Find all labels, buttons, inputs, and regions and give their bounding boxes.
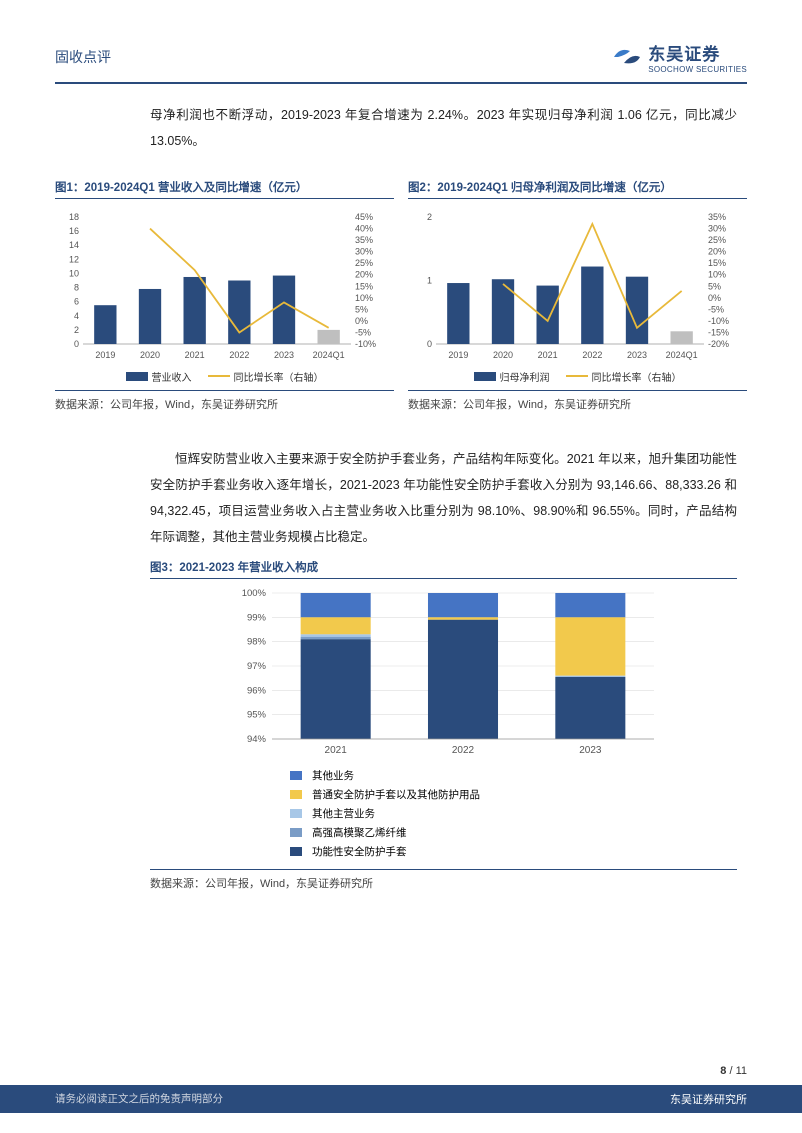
svg-text:25%: 25% (355, 258, 373, 268)
svg-text:20%: 20% (708, 246, 726, 256)
page-number: 8 / 11 (0, 1065, 802, 1077)
svg-text:15%: 15% (708, 258, 726, 268)
svg-text:2023: 2023 (579, 745, 602, 756)
svg-text:99%: 99% (246, 612, 266, 623)
svg-text:-5%: -5% (708, 304, 724, 314)
svg-text:2021: 2021 (185, 350, 205, 360)
svg-text:0%: 0% (708, 292, 721, 302)
svg-text:2021: 2021 (324, 745, 347, 756)
svg-text:10%: 10% (355, 292, 373, 302)
svg-text:15%: 15% (355, 281, 373, 291)
svg-text:95%: 95% (246, 709, 266, 720)
chart3-legend-item: 其他主营业务 (290, 806, 375, 821)
chart2-legend-bar: 归母净利润 (500, 369, 550, 384)
svg-text:30%: 30% (355, 246, 373, 256)
svg-text:1: 1 (427, 275, 432, 285)
svg-text:2022: 2022 (229, 350, 249, 360)
svg-text:45%: 45% (355, 212, 373, 222)
svg-text:25%: 25% (708, 235, 726, 245)
svg-text:0%: 0% (355, 315, 368, 325)
svg-text:40%: 40% (355, 223, 373, 233)
section-title: 固收点评 (55, 47, 111, 67)
svg-text:97%: 97% (246, 661, 266, 672)
chart3-plot: 94% 95% 96% 97% 98% 99% 100% 2021 2022 2023 (150, 587, 737, 762)
brand-name-cn: 东吴证券 (648, 40, 747, 65)
svg-text:14: 14 (69, 240, 79, 250)
chart2-plot: 0 1 2 -20% -15% -10%-5% 0%5% 10%15% 20%25% 30%35%… (408, 207, 747, 367)
svg-text:100%: 100% (241, 588, 266, 599)
svg-text:8: 8 (74, 282, 79, 292)
chart3-legend-item: 功能性安全防护手套 (290, 844, 407, 859)
chart3-legend-item: 其他业务 (290, 768, 354, 783)
svg-text:20%: 20% (355, 269, 373, 279)
svg-text:35%: 35% (708, 212, 726, 222)
chart3-legend-item: 普通安全防护手套以及其他防护用品 (290, 787, 480, 802)
svg-text:2024Q1: 2024Q1 (313, 350, 345, 360)
svg-text:5%: 5% (708, 281, 721, 291)
chart2-legend-line: 同比增长率（右轴） (592, 369, 682, 384)
svg-text:2020: 2020 (140, 350, 160, 360)
svg-text:2020: 2020 (493, 350, 513, 360)
svg-text:-10%: -10% (355, 339, 376, 349)
svg-text:2021: 2021 (538, 350, 558, 360)
charts-row-1: 图1：2019-2024Q1 营业收入及同比增速（亿元） 02468101214… (55, 179, 747, 412)
chart3-legend-item: 高强高模聚乙烯纤维 (290, 825, 407, 840)
chart2-source: 数据来源：公司年报，Wind，东吴证券研究所 (408, 396, 747, 412)
svg-text:0: 0 (74, 339, 79, 349)
svg-text:98%: 98% (246, 636, 266, 647)
svg-text:2: 2 (427, 212, 432, 222)
svg-text:2022: 2022 (451, 745, 474, 756)
chart1-source: 数据来源：公司年报，Wind，东吴证券研究所 (55, 396, 394, 412)
svg-text:10%: 10% (708, 269, 726, 279)
chart1-legend-bar: 营业收入 (152, 369, 192, 384)
svg-text:6: 6 (74, 296, 79, 306)
svg-text:35%: 35% (355, 235, 373, 245)
chart1-legend-line: 同比增长率（右轴） (234, 369, 324, 384)
svg-text:2022: 2022 (582, 350, 602, 360)
svg-text:2019: 2019 (448, 350, 468, 360)
svg-text:16: 16 (69, 226, 79, 236)
chart2-title: 图2：2019-2024Q1 归母净利润及同比增速（亿元） (408, 179, 747, 199)
svg-text:30%: 30% (708, 223, 726, 233)
svg-text:2024Q1: 2024Q1 (666, 350, 698, 360)
page-footer: 8 / 11 请务必阅读正文之后的免责声明部分 东吴证券研究所 (0, 1065, 802, 1133)
svg-text:2023: 2023 (274, 350, 294, 360)
svg-text:4: 4 (74, 310, 79, 320)
svg-text:96%: 96% (246, 685, 266, 696)
chart1-title: 图1：2019-2024Q1 营业收入及同比增速（亿元） (55, 179, 394, 199)
mid-paragraph: 恒辉安防营业收入主要来源于安全防护手套业务，产品结构年际变化。2021 年以来，… (150, 446, 737, 551)
svg-text:-15%: -15% (708, 327, 729, 337)
svg-text:-10%: -10% (708, 315, 729, 325)
footer-org: 东吴证券研究所 (670, 1091, 747, 1107)
svg-text:0: 0 (427, 339, 432, 349)
svg-text:-5%: -5% (355, 327, 371, 337)
svg-text:2019: 2019 (95, 350, 115, 360)
chart1-plot: 0 2 4 6 8 10 12 14 16 18 -10% -5% 0%5% 10%15% 20%25% 30… (55, 207, 394, 367)
page-header: 固收点评 东吴证券 SOOCHOW SECURITIES (55, 40, 747, 84)
svg-text:94%: 94% (246, 734, 266, 745)
svg-text:18: 18 (69, 212, 79, 222)
svg-text:12: 12 (69, 254, 79, 264)
chart1-legend: 营业收入 同比增长率（右轴） (55, 369, 394, 384)
chart3-source: 数据来源：公司年报，Wind，东吴证券研究所 (150, 875, 737, 891)
chart3-legend: 其他业务普通安全防护手套以及其他防护用品其他主营业务高强高模聚乙烯纤维功能性安全… (290, 768, 737, 859)
svg-text:2023: 2023 (627, 350, 647, 360)
brand-name-en: SOOCHOW SECURITIES (648, 65, 747, 74)
footer-disclaimer: 请务必阅读正文之后的免责声明部分 (55, 1091, 223, 1107)
chart3-title: 图3：2021-2023 年营业收入构成 (150, 559, 737, 579)
svg-text:-20%: -20% (708, 339, 729, 349)
svg-text:10: 10 (69, 268, 79, 278)
svg-text:5%: 5% (355, 304, 368, 314)
svg-text:2: 2 (74, 324, 79, 334)
chart2-legend: 归母净利润 同比增长率（右轴） (408, 369, 747, 384)
intro-paragraph: 母净利润也不断浮动，2019-2023 年复合增速为 2.24%。2023 年实… (150, 102, 737, 155)
brand-logo: 东吴证券 SOOCHOW SECURITIES (612, 40, 747, 74)
brand-logo-icon (612, 43, 642, 71)
